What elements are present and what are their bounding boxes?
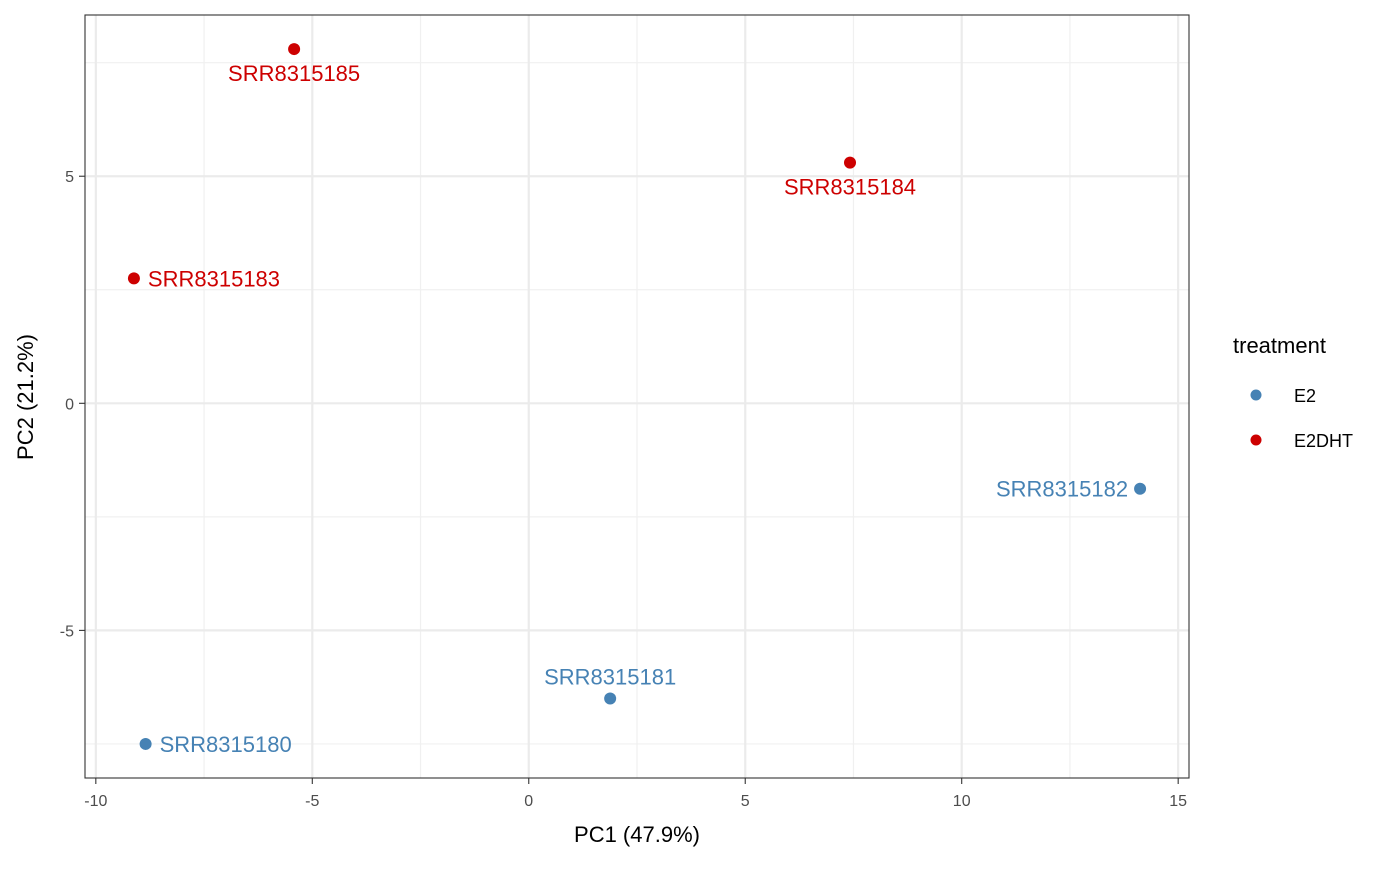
point-srr8315181 — [604, 692, 617, 705]
legend-label-e2: E2 — [1294, 386, 1316, 406]
x-tick-label: 15 — [1169, 793, 1187, 810]
point-srr8315184 — [844, 156, 857, 169]
x-tick-label: 0 — [524, 793, 533, 810]
point-srr8315183 — [127, 272, 140, 285]
x-tick-label: -5 — [305, 793, 319, 810]
point-srr8315182 — [1134, 482, 1147, 495]
point-label-srr8315181: SRR8315181 — [544, 665, 676, 690]
point-label-srr8315185: SRR8315185 — [228, 61, 360, 86]
legend-key-e2 — [1250, 389, 1262, 401]
point-label-srr8315184: SRR8315184 — [784, 175, 916, 200]
legend-key-e2dht — [1250, 434, 1262, 446]
plot-panel-border — [84, 14, 1190, 779]
y-tick-label: -5 — [60, 623, 74, 640]
x-tick-label: 5 — [741, 793, 750, 810]
y-tick-label: 0 — [65, 396, 74, 413]
legend-title: treatment — [1233, 333, 1326, 358]
x-tick-label: 10 — [953, 793, 971, 810]
point-label-srr8315183: SRR8315183 — [148, 266, 280, 291]
legend-label-e2dht: E2DHT — [1294, 431, 1353, 451]
point-srr8315185 — [288, 43, 301, 56]
y-tick-label: 5 — [65, 169, 74, 186]
x-axis-ticks: -10 -5 0 5 10 15 — [84, 778, 1187, 810]
point-label-srr8315182: SRR8315182 — [996, 477, 1128, 502]
point-srr8315180 — [139, 737, 152, 750]
x-tick-label: -10 — [84, 793, 107, 810]
y-axis-ticks: -5 0 5 — [60, 169, 85, 640]
point-labels: SRR8315180 SRR8315181 SRR8315182 SRR8315183… — [148, 61, 1128, 757]
major-gridlines — [85, 15, 1189, 778]
minor-gridlines — [85, 15, 1189, 778]
point-label-srr8315180: SRR8315180 — [160, 732, 292, 757]
y-axis-title: PC2 (21.2%) — [13, 334, 38, 460]
x-axis-title: PC1 (47.9%) — [574, 822, 700, 847]
legend: treatment E2 E2DHT — [1233, 333, 1353, 451]
data-points — [127, 43, 1147, 750]
